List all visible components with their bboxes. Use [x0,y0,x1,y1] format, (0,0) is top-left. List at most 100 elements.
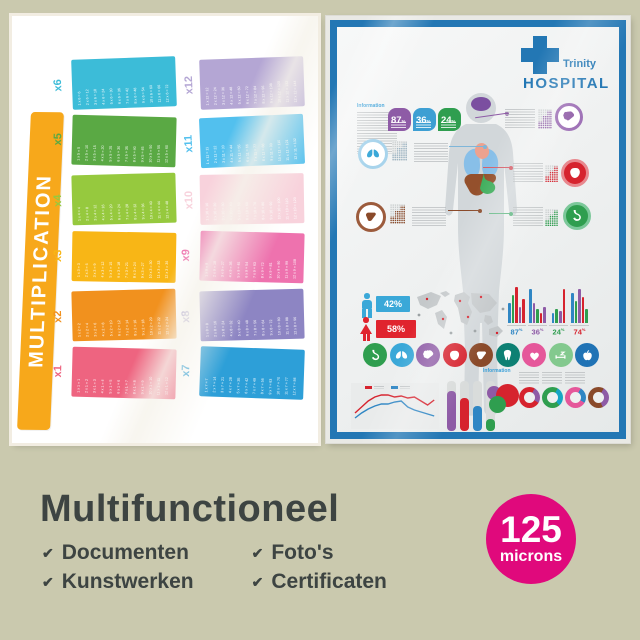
mult-facts: 1 x 11 = 11 2 x 11 = 22 3 x 11 = 33 4 x 11 … [199,114,305,168]
bar [562,289,566,323]
placeholder-text-lines [519,372,539,384]
male-percentage: 42% [376,296,410,312]
mult-fact: 8 x 10 = 80 [261,201,266,220]
mult-fact: 11 x 10 = 110 [285,197,290,220]
list-item-label: Documenten [61,541,189,564]
mult-fact: 4 x 6 = 24 [101,88,106,105]
bar [522,299,525,323]
mult-fact: 9 x 3 = 27 [140,262,146,279]
mult-fact: 3 x 11 = 33 [221,145,227,164]
hospital-poster-frame: Trinity HOSPITAL Information 87%36%24% [330,20,626,439]
mult-fact: 4 x 11 = 44 [229,145,235,163]
placeholder-text-lines [565,372,585,384]
mult-fact: 9 x 2 = 18 [141,319,146,336]
legend-label [400,386,410,389]
mult-fact: 11 x 4 = 44 [157,201,162,220]
mult-fact: 12 x 8 = 96 [293,316,298,335]
stomach-callout-line [489,211,513,216]
list-item-label: Certificaten [271,570,387,593]
mult-fact: 11 x 8 = 88 [285,317,290,336]
mult-fact: 1 x 1 = 1 [76,378,81,393]
bar [508,303,511,323]
stat-badges: 87%36%24% [388,108,461,131]
mult-fact: 10 x 11 = 110 [277,139,283,161]
bar-fill [486,419,495,431]
mult-fact: 8 x 6 = 48 [133,87,138,104]
regional-stat-bars [507,285,526,323]
mult-fact: 3 x 9 = 27 [220,261,225,278]
lungs-icon [358,139,388,169]
mult-fact: 9 x 8 = 72 [269,319,274,336]
bar [515,287,518,323]
bar-fill [473,406,482,431]
mult-fact: 12 x 1 = 12 [164,377,170,396]
regional-stat-group: 74% [570,285,589,337]
mult-fact: 11 x 7 = 77 [284,377,290,396]
bar [529,289,532,323]
thickness-unit: microns [499,547,563,565]
legend-label [374,386,384,389]
mult-fact: 9 x 12 = 108 [269,83,274,104]
mult-table-label: x2 [51,310,65,324]
female-icon [360,317,372,341]
stat-badge-value: 87 [391,115,402,126]
mult-fact: 9 x 11 = 99 [269,143,275,162]
bar-fill [447,391,456,431]
bar [543,307,546,323]
mult-fact: 5 x 10 = 50 [237,202,242,221]
mult-fact: 2 x 9 = 18 [212,261,217,278]
mult-fact: 12 x 3 = 36 [164,260,170,279]
mult-fact: 2 x 4 = 8 [85,207,90,222]
mult-fact: 5 x 7 = 35 [236,377,241,394]
mult-fact: 3 x 12 = 36 [221,87,226,106]
mult-fact: 4 x 7 = 28 [228,377,233,394]
mult-fact: 6 x 4 = 24 [117,204,122,221]
mult-fact: 2 x 6 = 12 [85,89,90,106]
mult-fact: 9 x 10 = 90 [269,201,274,220]
mult-fact: 5 x 4 = 20 [109,204,114,221]
mult-fact: 1 x 11 = 11 [205,146,210,165]
mult-fact: 8 x 9 = 72 [260,262,266,279]
mult-table-x12: x12 1 x 12 = 12 2 x 12 = 24 3 x 12 = 36 4 x … [183,56,305,110]
mult-table-x11: x11 1 x 11 = 11 2 x 11 = 22 3 x 11 = 33 4 x … [183,113,306,169]
lungs-mini-chart [392,141,407,161]
bar [536,309,539,323]
bubble-chart [487,384,523,416]
mult-fact: 2 x 12 = 24 [213,87,218,106]
mult-fact: 3 x 1 = 3 [92,379,97,394]
mult-fact: 12 x 5 = 60 [164,145,170,164]
mult-fact: 5 x 3 = 15 [108,261,114,278]
brain-icon [555,103,583,131]
mult-fact: 6 x 12 = 72 [245,86,250,105]
brain-organ [471,97,491,111]
heart-icon [522,343,546,367]
mult-fact: 5 x 11 = 55 [237,144,243,163]
lungs-callout-line [449,144,487,149]
check-icon: ✔ [251,544,264,561]
mult-fact: 5 x 6 = 30 [109,88,114,105]
liver-icon [356,202,386,232]
bar-track [447,381,456,431]
thickness-value: 125 [500,509,562,551]
bar-track [460,381,469,431]
heart-mini-chart [545,165,558,182]
mult-fact: 12 x 7 = 84 [292,377,298,396]
mult-fact: 6 x 11 = 66 [245,144,251,163]
mult-fact: 6 x 9 = 54 [244,261,250,278]
legend-swatch-red [365,386,372,389]
mult-fact: 10 x 6 = 60 [149,85,154,104]
bar [574,301,578,323]
regional-stat-value: 74% [570,325,589,337]
mult-fact: 5 x 5 = 25 [108,145,113,162]
mult-fact: 2 x 2 = 4 [85,323,90,338]
